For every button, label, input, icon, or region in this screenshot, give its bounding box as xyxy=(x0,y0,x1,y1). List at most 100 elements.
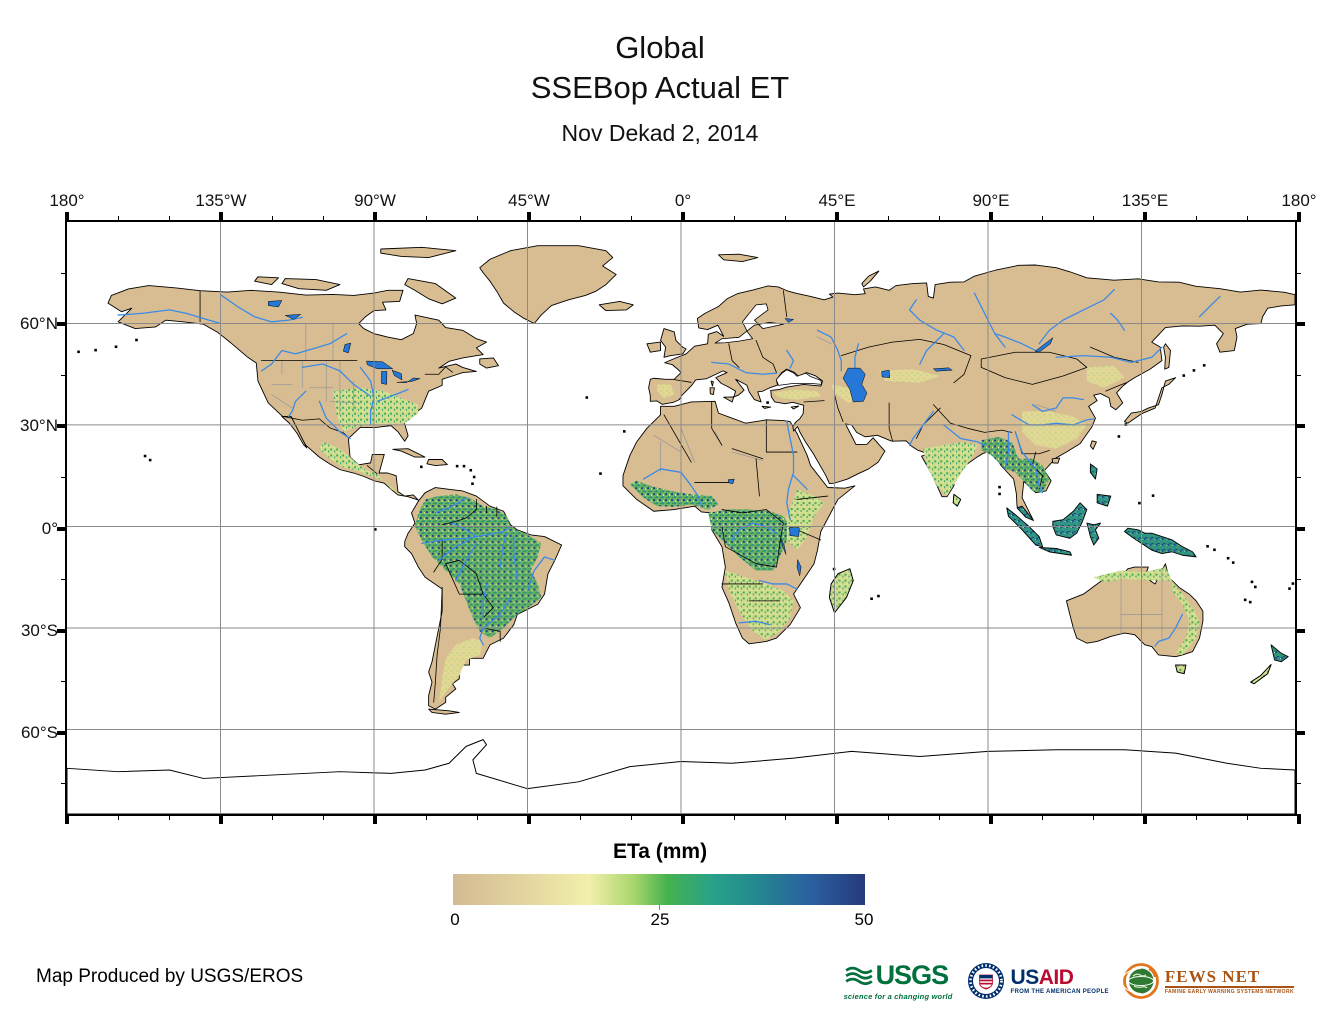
fewsnet-logo: FEWS NET FAMINE EARLY WARNING SYSTEMS NE… xyxy=(1122,963,1294,999)
lon-tick xyxy=(939,814,941,820)
lat-tick xyxy=(57,730,67,735)
usgs-wave-icon xyxy=(844,966,873,985)
lon-tick xyxy=(785,814,787,820)
lon-tick xyxy=(271,216,273,222)
usaid-aid-text: AID xyxy=(1038,965,1074,989)
lon-tick xyxy=(1195,814,1197,820)
lon-tick xyxy=(1297,212,1301,222)
lat-tick xyxy=(61,374,67,376)
lat-tick xyxy=(1295,730,1305,735)
lon-tick xyxy=(271,814,273,820)
lat-tick xyxy=(61,783,67,785)
lon-label: 180° xyxy=(49,191,85,210)
lat-label: 30°S xyxy=(20,620,58,640)
lon-label: 135°W xyxy=(195,191,247,210)
lat-tick xyxy=(1295,681,1301,683)
lon-tick xyxy=(1247,814,1249,820)
lon-tick xyxy=(681,814,685,824)
colorbar-label-0: 0 xyxy=(450,910,460,929)
lat-tick xyxy=(57,628,67,633)
colorbar-label-50: 50 xyxy=(854,910,874,929)
lon-tick xyxy=(373,814,377,824)
lat-tick xyxy=(61,272,67,274)
lon-tick xyxy=(989,212,993,222)
lon-tick xyxy=(373,212,377,222)
lon-tick xyxy=(527,814,531,824)
lon-tick xyxy=(527,212,531,222)
colorbar-label-25: 25 xyxy=(650,910,670,929)
page-title-line2: SSEBop Actual ET xyxy=(530,70,790,105)
lon-tick xyxy=(1247,216,1249,222)
lon-tick xyxy=(117,216,119,222)
usgs-wordmark: USGS xyxy=(875,959,950,990)
lon-tick xyxy=(939,216,941,222)
world-map xyxy=(67,222,1295,814)
lon-tick xyxy=(1195,216,1197,222)
lon-tick xyxy=(169,216,171,222)
lat-label: 60°N xyxy=(20,314,58,334)
lon-tick xyxy=(1093,216,1095,222)
lon-tick xyxy=(1297,814,1301,824)
lon-tick xyxy=(1093,814,1095,820)
lon-tick xyxy=(1041,814,1043,820)
page-subtitle: Nov Dekad 2, 2014 xyxy=(561,120,759,146)
lat-tick xyxy=(61,681,67,683)
lat-tick xyxy=(57,526,67,531)
usaid-logo: USAID FROM THE AMERICAN PEOPLE xyxy=(967,962,1109,1000)
lat-tick xyxy=(61,476,67,478)
lon-tick xyxy=(785,216,787,222)
lon-tick xyxy=(219,212,223,222)
colorbar-midtick xyxy=(659,905,660,910)
legend-title: ETa (mm) xyxy=(612,840,708,863)
usgs-tagline: science for a changing world xyxy=(843,991,953,1001)
world-map-frame: 180° 135°W 90°W 45°W 0° 45°E 90°E 135°E 180° 60°N… xyxy=(20,191,1317,824)
lon-tick xyxy=(887,814,889,820)
lon-tick xyxy=(425,216,427,222)
lat-tick xyxy=(1295,579,1301,581)
lat-tick xyxy=(1295,322,1305,327)
lon-label: 180° xyxy=(1281,191,1317,210)
lon-label: 45°E xyxy=(818,191,856,210)
lon-tick xyxy=(117,814,119,820)
lat-tick xyxy=(1295,526,1305,531)
lon-tick xyxy=(1143,814,1147,824)
usaid-seal-icon xyxy=(967,963,1004,999)
lon-tick xyxy=(733,216,735,222)
lon-tick xyxy=(835,212,839,222)
lon-tick xyxy=(425,814,427,820)
lon-tick xyxy=(631,216,633,222)
lat-tick xyxy=(1295,476,1301,478)
lat-tick xyxy=(57,424,67,429)
usgs-logo: USGS science for a changing world xyxy=(843,959,953,1001)
lon-label: 45°W xyxy=(508,191,550,210)
lon-tick xyxy=(477,216,479,222)
lon-tick xyxy=(579,216,581,222)
lon-label: 90°E xyxy=(972,191,1010,210)
usaid-tagline: FROM THE AMERICAN PEOPLE xyxy=(1010,988,1109,995)
lon-tick xyxy=(169,814,171,820)
lon-label: 90°W xyxy=(354,191,396,210)
lon-tick xyxy=(477,814,479,820)
lon-tick xyxy=(65,814,69,824)
lat-label: 60°S xyxy=(20,722,58,742)
fewsnet-globe-icon xyxy=(1122,963,1159,999)
lon-tick xyxy=(1143,212,1147,222)
lat-tick xyxy=(61,579,67,581)
lon-tick xyxy=(989,814,993,824)
lon-tick xyxy=(323,216,325,222)
lon-label: 135°E xyxy=(1121,191,1169,210)
eta-colorbar xyxy=(453,874,865,905)
fewsnet-wordmark: FEWS NET xyxy=(1164,968,1294,988)
lat-tick xyxy=(57,322,67,327)
lat-tick xyxy=(1295,628,1305,633)
lat-tick xyxy=(1295,374,1301,376)
fewsnet-tagline: FAMINE EARLY WARNING SYSTEMS NETWORK xyxy=(1164,988,1294,995)
credit-text: Map Produced by USGS/EROS xyxy=(36,966,304,987)
lon-tick xyxy=(219,814,223,824)
lat-tick xyxy=(1295,424,1305,429)
lat-tick xyxy=(1295,783,1301,785)
lon-tick xyxy=(579,814,581,820)
lon-tick xyxy=(887,216,889,222)
usaid-us-text: US xyxy=(1010,965,1040,989)
agency-logos: USGS science for a changing world USAID … xyxy=(844,956,1294,1006)
